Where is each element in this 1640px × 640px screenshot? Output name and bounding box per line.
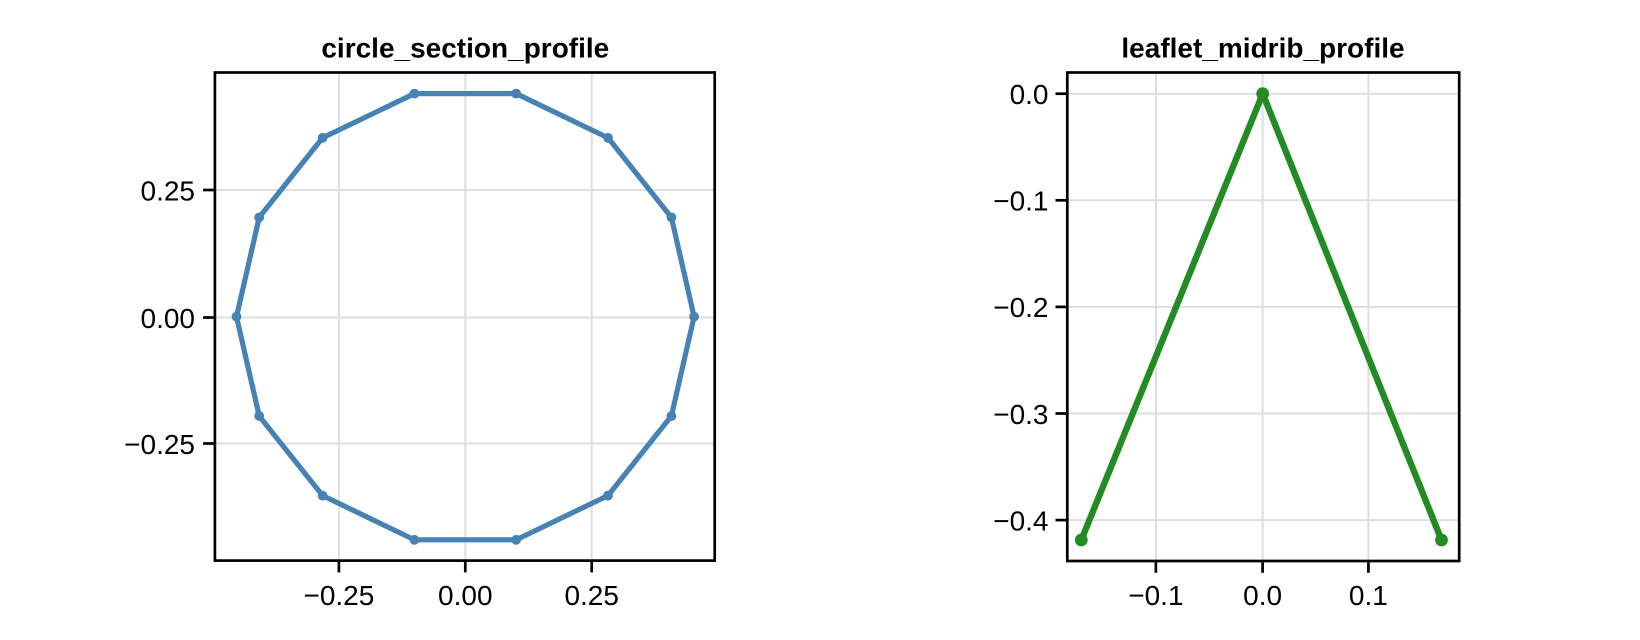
svg-text:0.0: 0.0 (1010, 79, 1049, 110)
svg-text:0.25: 0.25 (141, 175, 196, 206)
svg-text:−0.3: −0.3 (993, 399, 1048, 430)
svg-text:0.00: 0.00 (438, 580, 493, 611)
svg-text:−0.2: −0.2 (993, 292, 1048, 323)
svg-text:0.0: 0.0 (1243, 580, 1282, 611)
svg-text:0.1: 0.1 (1349, 580, 1388, 611)
svg-text:leaflet_midrib_profile: leaflet_midrib_profile (1121, 33, 1404, 64)
svg-text:−0.4: −0.4 (993, 505, 1048, 536)
svg-text:circle_section_profile: circle_section_profile (321, 33, 609, 64)
svg-text:0.00: 0.00 (141, 303, 196, 334)
svg-text:−0.1: −0.1 (1128, 580, 1183, 611)
svg-text:−0.25: −0.25 (124, 429, 195, 460)
svg-text:0.25: 0.25 (564, 580, 619, 611)
svg-text:−0.1: −0.1 (993, 186, 1048, 217)
svg-text:−0.25: −0.25 (303, 580, 374, 611)
